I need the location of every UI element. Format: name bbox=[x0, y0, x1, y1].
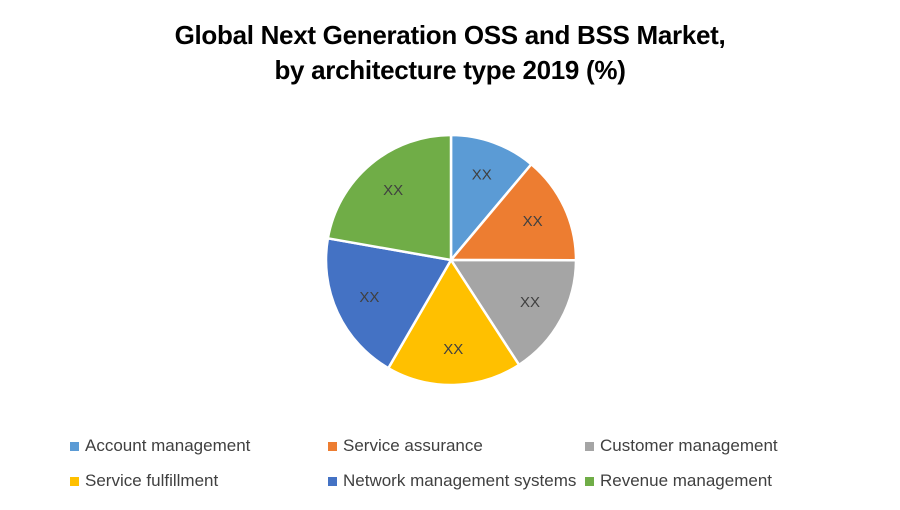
legend-label: Account management bbox=[85, 436, 251, 455]
data-label: XX bbox=[472, 166, 492, 183]
chart-title: Global Next Generation OSS and BSS Marke… bbox=[0, 18, 900, 88]
legend-label: Service fulfillment bbox=[85, 471, 219, 490]
legend-item-service-assurance[interactable]: Service assurance bbox=[328, 436, 483, 456]
legend-item-customer-management[interactable]: Customer management bbox=[585, 436, 778, 456]
pie-data-labels: XX XX XX XX XX XX bbox=[359, 166, 542, 358]
legend-swatch-icon bbox=[70, 476, 79, 486]
data-label: XX bbox=[443, 341, 463, 358]
legend-swatch-icon bbox=[585, 441, 594, 451]
legend-swatch-icon bbox=[70, 441, 79, 451]
pie-slice-revenue-management[interactable] bbox=[326, 133, 453, 262]
data-label: XX bbox=[359, 289, 379, 306]
data-label: XX bbox=[520, 294, 540, 311]
pie-slice-service-fulfillment[interactable] bbox=[387, 258, 521, 387]
legend-item-account-management[interactable]: Account management bbox=[70, 436, 250, 456]
legend-label: Network management systems bbox=[343, 471, 577, 490]
legend-label: Revenue management bbox=[600, 471, 773, 490]
chart-title-line2: by architecture type 2019 (%) bbox=[274, 55, 626, 85]
legend-label: Customer management bbox=[600, 436, 778, 455]
data-label: XX bbox=[383, 182, 403, 199]
pie-slice-account-management[interactable] bbox=[449, 133, 533, 262]
chart-title-line1: Global Next Generation OSS and BSS Marke… bbox=[174, 20, 726, 50]
legend-swatch-icon bbox=[328, 476, 337, 486]
legend-item-network-management-systems[interactable]: Network management systems bbox=[328, 471, 576, 491]
legend-item-revenue-management[interactable]: Revenue management bbox=[585, 471, 772, 491]
legend-swatch-icon bbox=[328, 441, 337, 451]
legend-label: Service assurance bbox=[343, 436, 483, 455]
pie-slice-customer-management[interactable] bbox=[449, 258, 578, 367]
pie-chart: XX XX XX XX XX XX bbox=[324, 133, 578, 387]
legend-swatch-icon bbox=[585, 476, 594, 486]
pie-slice-network-management-systems[interactable] bbox=[324, 237, 453, 370]
pie-slice-service-assurance[interactable] bbox=[449, 162, 578, 262]
pie-slices bbox=[324, 133, 578, 387]
data-label: XX bbox=[523, 213, 543, 230]
legend-item-service-fulfillment[interactable]: Service fulfillment bbox=[70, 471, 218, 491]
